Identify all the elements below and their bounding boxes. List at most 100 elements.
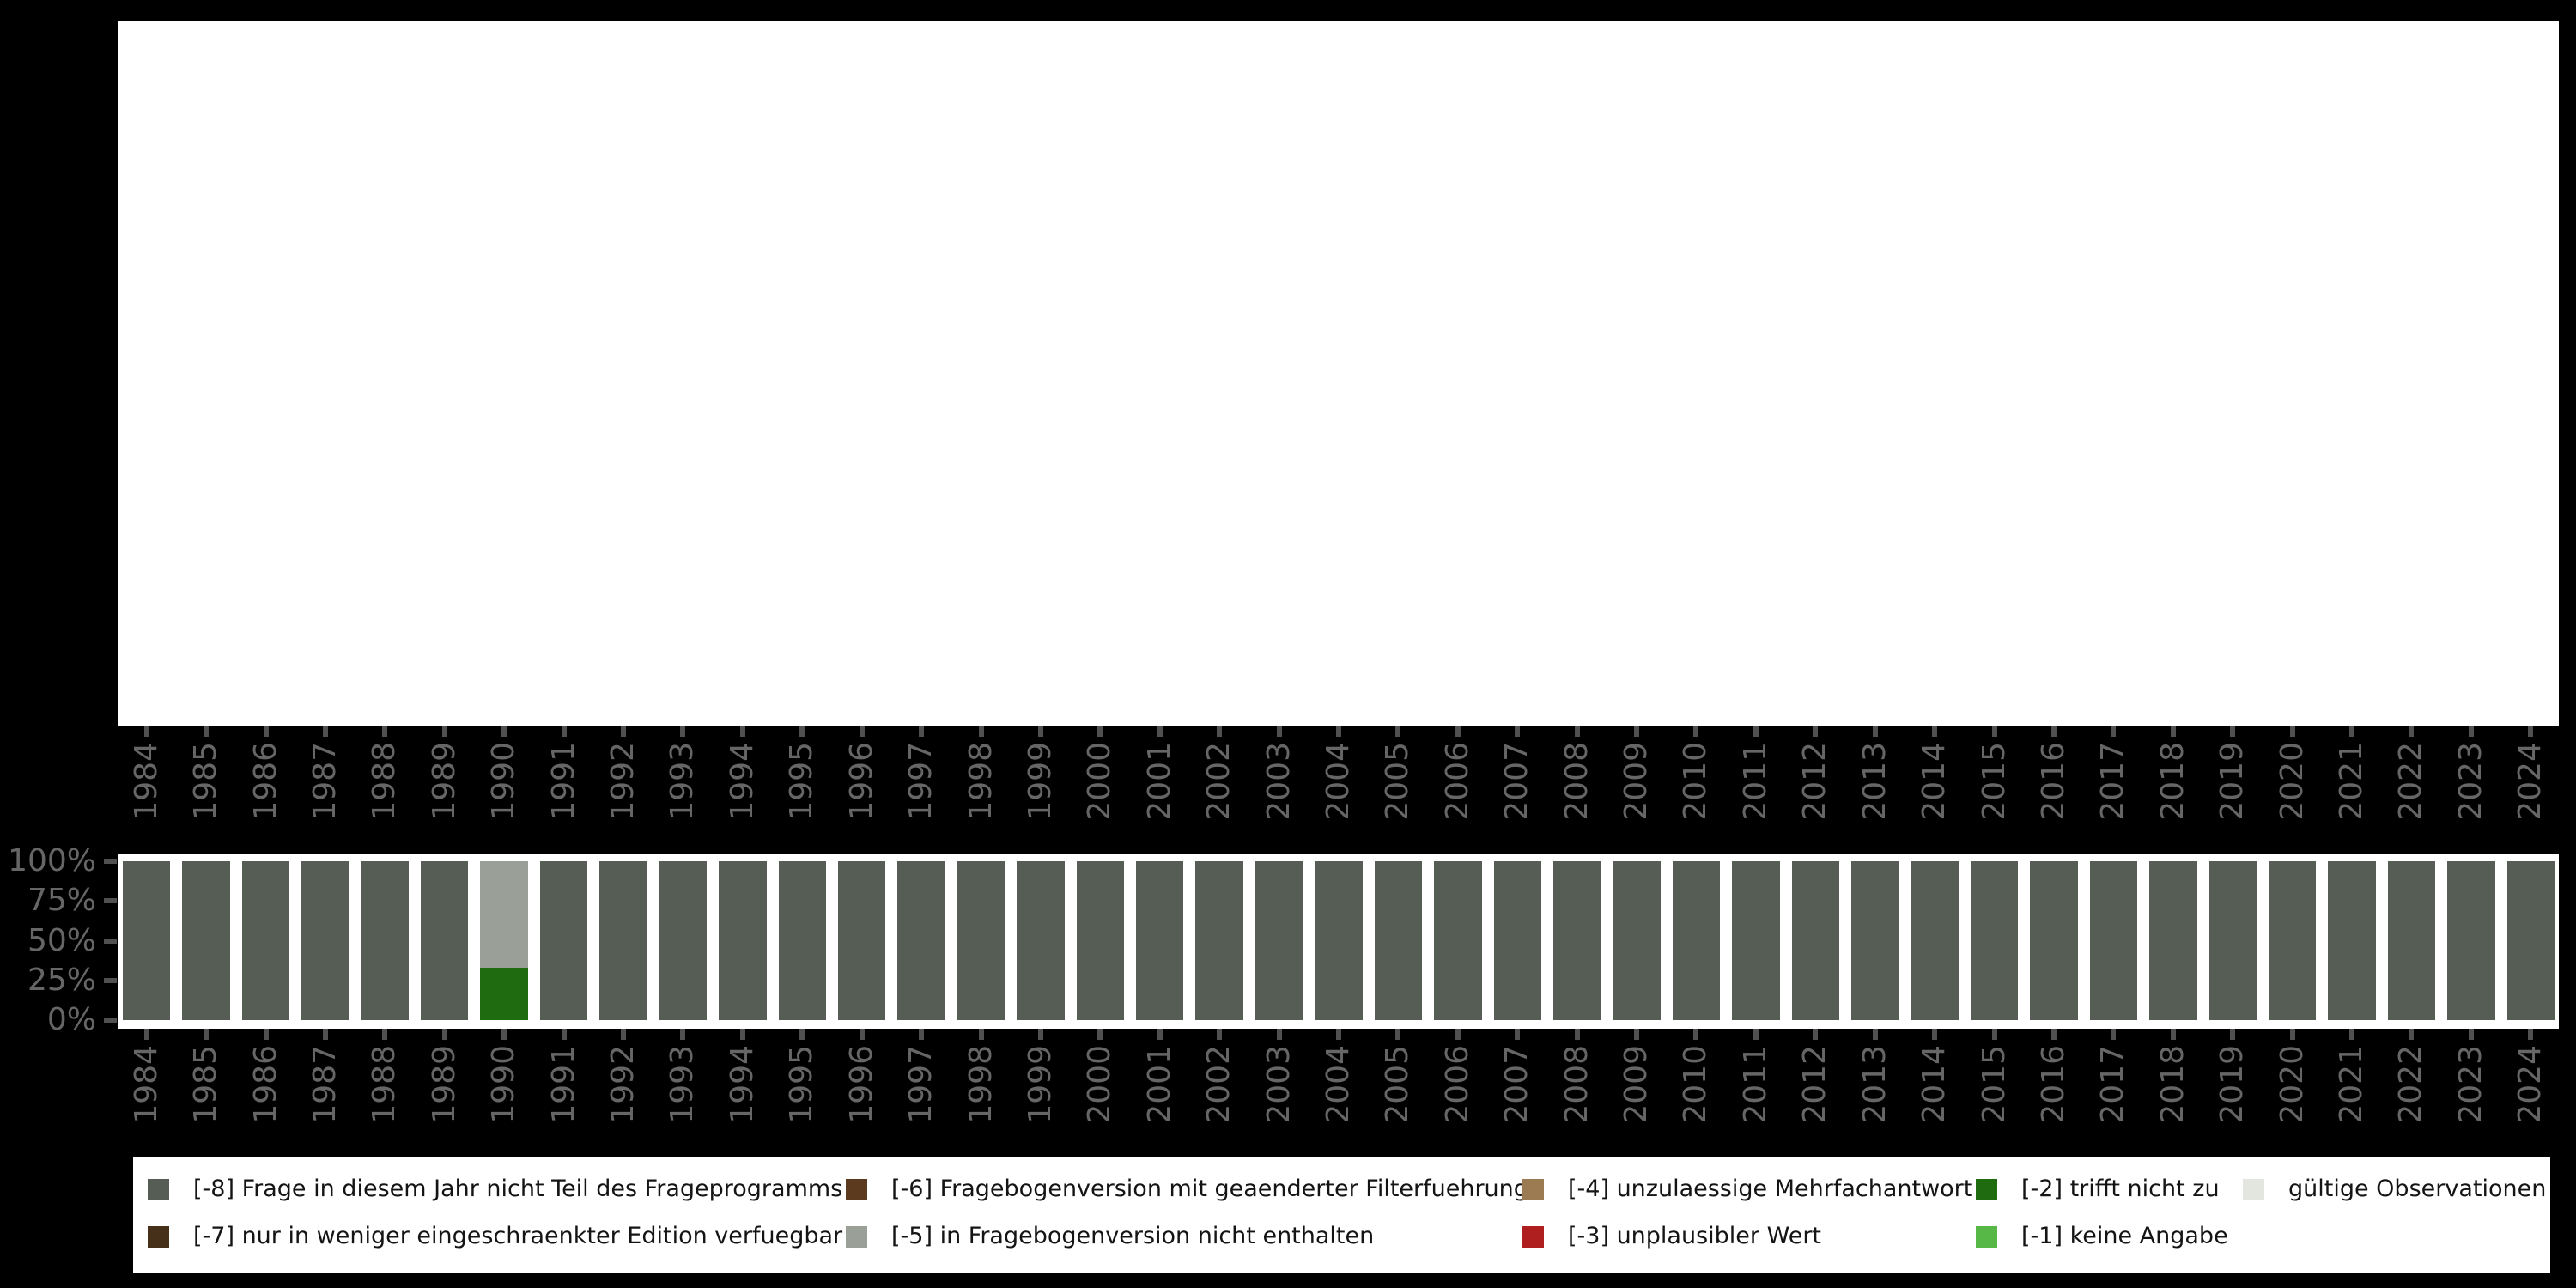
- top-chart-x-axis: 1984 1985 1986 1987 1988 1989 1990 1991 1992 1993…: [118, 726, 2559, 854]
- x-tick-label: 2022: [2393, 1045, 2429, 1124]
- y-tick-label: 100%: [8, 843, 96, 878]
- x-tick-label: 1994: [724, 742, 760, 821]
- legend-label: [-1] keine Angabe: [2021, 1223, 2228, 1250]
- x-axis-cell: 2014: [1911, 1029, 1958, 1149]
- x-tick-mark: [1335, 726, 1341, 737]
- bar-segment-m8: [1911, 861, 1959, 1020]
- bar-1993: [659, 861, 708, 1020]
- x-axis-cell: 2024: [2507, 1029, 2555, 1149]
- x-axis-cell: 2004: [1315, 1029, 1362, 1149]
- x-tick-mark: [1634, 726, 1640, 737]
- bar-1990: [480, 861, 528, 1020]
- bar-1992: [599, 861, 647, 1020]
- x-tick-mark: [859, 726, 865, 737]
- x-tick-mark: [1574, 1029, 1580, 1040]
- x-tick-label: 1991: [545, 742, 581, 821]
- x-tick-label: 2005: [1380, 742, 1416, 821]
- legend-entry: [-1] keine Angabe: [1976, 1223, 2228, 1250]
- x-tick-mark: [1634, 1029, 1640, 1040]
- x-tick-mark: [1217, 1029, 1223, 1040]
- x-tick-mark: [263, 726, 269, 737]
- x-tick-mark: [739, 726, 745, 737]
- x-tick-mark: [2230, 726, 2236, 737]
- x-axis-cell: 1997: [897, 726, 945, 854]
- y-tick-mark: [104, 938, 117, 944]
- x-tick-label: 2003: [1261, 1045, 1297, 1124]
- x-tick-label: 1990: [486, 742, 522, 821]
- legend-swatch-valid: [2243, 1179, 2264, 1200]
- x-axis-cell: 2016: [2030, 726, 2077, 854]
- x-axis-cell: 1987: [301, 1029, 349, 1149]
- x-tick-mark: [2409, 1029, 2415, 1040]
- x-tick-mark: [561, 1029, 567, 1040]
- x-tick-label: 2002: [1201, 1045, 1237, 1124]
- x-axis-cell: 2008: [1553, 726, 1601, 854]
- legend-entry: gültige Observationen: [2243, 1176, 2546, 1202]
- bar-2011: [1732, 861, 1780, 1020]
- x-tick-mark: [382, 1029, 388, 1040]
- x-tick-label: 2012: [1797, 1045, 1833, 1124]
- x-tick-mark: [1932, 1029, 1938, 1040]
- x-tick-label: 2008: [1558, 742, 1595, 821]
- x-tick-label: 2021: [2334, 742, 2370, 821]
- x-tick-mark: [2111, 726, 2117, 737]
- bar-2005: [1374, 861, 1423, 1020]
- x-tick-label: 2011: [1737, 1045, 1773, 1124]
- bar-segment-m8: [1970, 861, 2019, 1020]
- x-tick-label: 2010: [1678, 742, 1714, 821]
- x-tick-mark: [1991, 1029, 1997, 1040]
- bar-2003: [1255, 861, 1303, 1020]
- x-tick-mark: [1872, 1029, 1878, 1040]
- bar-2007: [1493, 861, 1541, 1020]
- bar-segment-m8: [1374, 861, 1423, 1020]
- x-tick-mark: [1097, 1029, 1103, 1040]
- x-tick-mark: [799, 726, 805, 737]
- x-tick-label: 1998: [963, 1045, 999, 1124]
- x-tick-mark: [978, 726, 984, 737]
- bar-segment-m8: [301, 861, 349, 1020]
- bar-2017: [2089, 861, 2138, 1020]
- x-axis-cell: 1990: [480, 726, 527, 854]
- bar-2016: [2030, 861, 2078, 1020]
- x-tick-label: 1992: [605, 742, 641, 821]
- bar-segment-m8: [1434, 861, 1482, 1020]
- bar-1985: [182, 861, 230, 1020]
- x-tick-label: 1985: [188, 742, 224, 821]
- x-axis-cell: 2019: [2209, 1029, 2257, 1149]
- x-tick-label: 1994: [724, 1045, 760, 1124]
- x-tick-label: 2016: [2035, 1045, 2071, 1124]
- x-axis-cell: 2010: [1673, 1029, 1720, 1149]
- legend-swatch-m3: [1522, 1226, 1544, 1248]
- x-tick-label: 1991: [545, 1045, 581, 1124]
- x-tick-mark: [2528, 1029, 2534, 1040]
- x-tick-mark: [1395, 726, 1401, 737]
- x-tick-mark: [978, 1029, 984, 1040]
- bar-2001: [1136, 861, 1184, 1020]
- x-axis-cell: 2003: [1255, 1029, 1303, 1149]
- bar-segment-m8: [1315, 861, 1363, 1020]
- x-tick-label: 2010: [1678, 1045, 1714, 1124]
- x-tick-label: 2017: [2095, 742, 2131, 821]
- x-tick-mark: [501, 726, 507, 737]
- x-axis-cell: 1999: [1017, 1029, 1064, 1149]
- x-tick-mark: [1276, 1029, 1282, 1040]
- x-tick-mark: [143, 726, 149, 737]
- x-tick-mark: [501, 1029, 507, 1040]
- x-tick-label: 2001: [1141, 742, 1177, 821]
- bottom-chart-x-axis: 1984 1985 1986 1987 1988 1989 1990 1991 1992 1993…: [118, 1029, 2559, 1149]
- x-tick-mark: [322, 726, 328, 737]
- x-tick-label: 2014: [1917, 1045, 1953, 1124]
- x-tick-label: 1985: [188, 1045, 224, 1124]
- x-axis-cell: 2012: [1792, 726, 1839, 854]
- x-axis-cell: 2019: [2209, 726, 2257, 854]
- bar-1995: [778, 861, 826, 1020]
- bar-segment-m8: [1017, 861, 1065, 1020]
- x-tick-mark: [1157, 1029, 1163, 1040]
- bar-1996: [837, 861, 886, 1020]
- x-axis-cell: 2022: [2388, 726, 2435, 854]
- bar-segment-m8: [2268, 861, 2317, 1020]
- x-tick-mark: [2289, 1029, 2295, 1040]
- bar-2018: [2149, 861, 2197, 1020]
- bar-segment-m8: [1672, 861, 1721, 1020]
- bar-segment-m8: [241, 861, 290, 1020]
